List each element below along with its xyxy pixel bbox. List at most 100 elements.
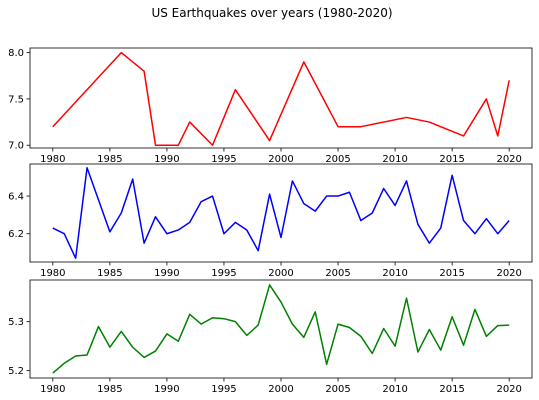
data-point — [63, 362, 65, 364]
data-point — [463, 135, 465, 137]
data-point — [132, 346, 134, 348]
series-line-3 — [52, 284, 510, 374]
data-point — [428, 328, 430, 330]
x-tick-label: 1995 — [211, 384, 236, 395]
data-point — [417, 351, 419, 353]
data-point — [303, 336, 305, 338]
x-tick-label: 2005 — [325, 154, 350, 165]
data-point — [269, 284, 271, 286]
data-point — [360, 335, 362, 337]
data-point — [371, 353, 373, 355]
data-point — [406, 180, 408, 182]
data-point — [177, 229, 179, 231]
x-tick-label: 1985 — [97, 268, 122, 279]
data-point — [508, 324, 510, 326]
x-tick-label: 1980 — [40, 154, 65, 165]
y-tick-label: 6.4 — [8, 192, 24, 203]
data-point — [394, 204, 396, 206]
data-point — [177, 144, 179, 146]
subplot-3: 1980 1985 1990 1995 2000 2005 2010 2015 2020 5.2 5… — [8, 279, 533, 395]
data-point — [166, 233, 168, 235]
x-tick-label: 2010 — [382, 154, 407, 165]
data-point — [75, 355, 77, 357]
data-point — [52, 126, 54, 128]
y-tick-label: 7.0 — [8, 141, 24, 152]
data-point — [485, 98, 487, 100]
data-point — [189, 313, 191, 315]
data-point — [348, 191, 350, 193]
x-tick-label: 2010 — [382, 384, 407, 395]
x-tick-label: 1985 — [97, 384, 122, 395]
data-point — [348, 327, 350, 329]
data-point — [155, 216, 157, 218]
data-point — [383, 328, 385, 330]
x-tick-label: 2000 — [268, 268, 293, 279]
data-point — [269, 193, 271, 195]
data-point — [326, 195, 328, 197]
data-point — [417, 223, 419, 225]
data-point — [257, 324, 259, 326]
data-point — [371, 212, 373, 214]
data-point — [383, 188, 385, 190]
x-tick-label: 1990 — [154, 154, 179, 165]
data-point — [97, 326, 99, 328]
data-point — [86, 354, 88, 356]
data-point — [155, 144, 157, 146]
data-point — [120, 330, 122, 332]
data-point — [440, 227, 442, 229]
series-line-2 — [52, 167, 510, 259]
data-point — [143, 70, 145, 72]
data-point — [394, 345, 396, 347]
data-point — [508, 79, 510, 81]
data-point — [120, 212, 122, 214]
data-point — [120, 52, 122, 54]
data-point — [497, 233, 499, 235]
data-point — [177, 340, 179, 342]
data-point — [485, 218, 487, 220]
data-point — [326, 363, 328, 365]
data-point — [440, 349, 442, 351]
data-point — [451, 174, 453, 176]
x-tick-label: 2005 — [325, 268, 350, 279]
x-tick-label: 2000 — [268, 154, 293, 165]
data-point — [314, 210, 316, 212]
x-tick-label: 2020 — [496, 268, 521, 279]
data-point — [314, 311, 316, 313]
data-point — [280, 301, 282, 303]
data-point — [143, 242, 145, 244]
data-point — [189, 221, 191, 223]
y-tick-label: 8.0 — [8, 48, 24, 59]
y-tick-label: 7.5 — [8, 94, 24, 105]
data-point — [212, 195, 214, 197]
data-point — [234, 321, 236, 323]
data-point — [200, 323, 202, 325]
data-point — [52, 372, 54, 374]
x-tick-label: 1995 — [211, 154, 236, 165]
y-tick-label: 5.3 — [8, 317, 24, 328]
data-point — [291, 180, 293, 182]
x-tick-label: 2020 — [496, 384, 521, 395]
data-point — [246, 334, 248, 336]
x-tick-label: 1980 — [40, 384, 65, 395]
subplot-1: 1980 1985 1990 1995 2000 2005 2010 2015 2020 7.0 7… — [8, 47, 533, 165]
data-point — [406, 116, 408, 118]
data-point — [52, 227, 54, 229]
data-point — [155, 350, 157, 352]
data-point — [485, 335, 487, 337]
data-point — [189, 121, 191, 123]
data-point — [132, 178, 134, 180]
data-point — [428, 121, 430, 123]
data-point — [337, 195, 339, 197]
subplots: 1980 1985 1990 1995 2000 2005 2010 2015 2020 7.0 7… — [8, 47, 533, 395]
data-point — [406, 297, 408, 299]
x-tick-label: 2015 — [439, 154, 464, 165]
x-tick-label: 2000 — [268, 384, 293, 395]
x-tick-label: 1995 — [211, 268, 236, 279]
data-point — [303, 203, 305, 205]
x-tick-label: 2015 — [439, 268, 464, 279]
data-point — [280, 237, 282, 239]
data-point — [143, 356, 145, 358]
data-point — [97, 199, 99, 201]
